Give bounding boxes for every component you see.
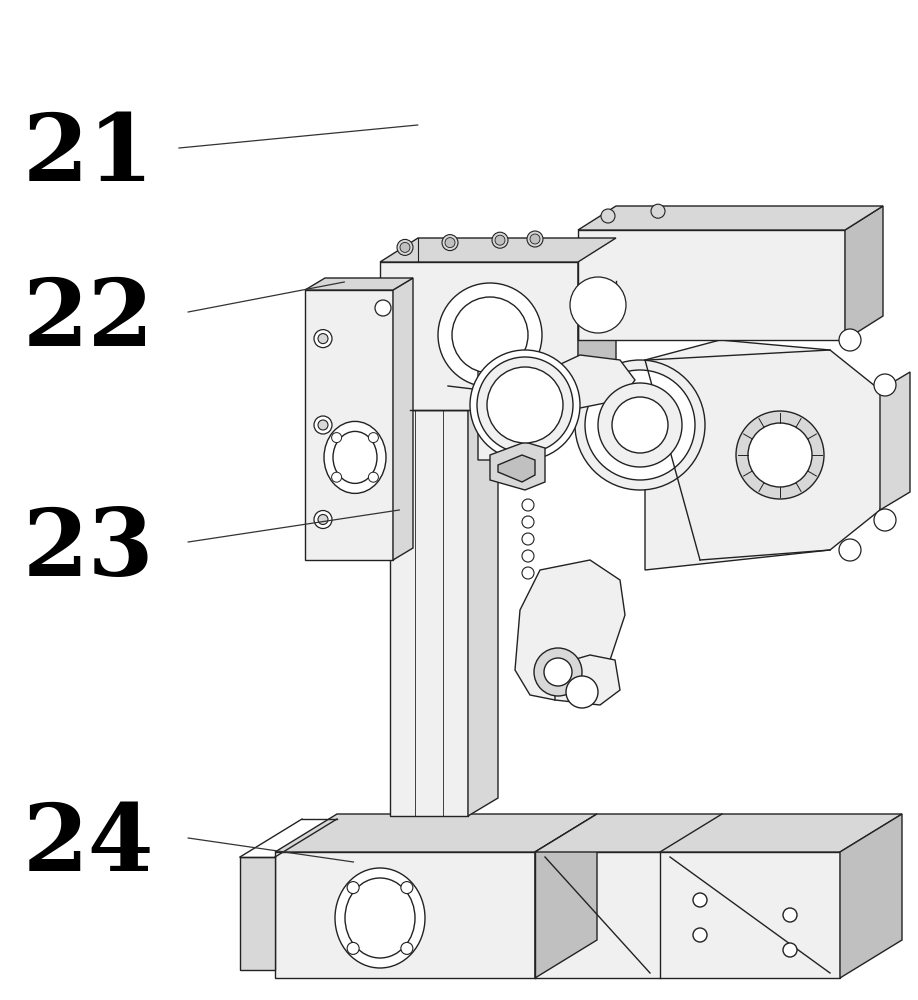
Text: 22: 22: [23, 275, 154, 365]
Polygon shape: [880, 372, 910, 510]
Circle shape: [492, 232, 508, 248]
Circle shape: [495, 235, 505, 245]
Circle shape: [651, 204, 665, 218]
Circle shape: [874, 374, 896, 396]
Polygon shape: [535, 814, 597, 978]
Polygon shape: [535, 852, 840, 978]
Circle shape: [612, 397, 668, 453]
Text: 24: 24: [23, 800, 154, 890]
Circle shape: [318, 334, 328, 344]
Polygon shape: [275, 814, 597, 852]
Polygon shape: [240, 857, 275, 970]
Polygon shape: [393, 278, 413, 560]
Polygon shape: [645, 340, 890, 570]
Circle shape: [527, 231, 543, 247]
Ellipse shape: [345, 878, 415, 958]
Circle shape: [544, 658, 572, 686]
Circle shape: [318, 514, 328, 524]
Circle shape: [331, 433, 341, 443]
Circle shape: [566, 676, 598, 708]
Polygon shape: [490, 442, 545, 490]
Circle shape: [783, 908, 797, 922]
Polygon shape: [578, 230, 845, 340]
Circle shape: [452, 297, 528, 373]
Polygon shape: [380, 238, 616, 262]
Circle shape: [347, 942, 359, 954]
Polygon shape: [390, 410, 468, 816]
Circle shape: [314, 416, 332, 434]
Circle shape: [375, 300, 391, 316]
Circle shape: [585, 370, 695, 480]
Polygon shape: [380, 262, 578, 410]
Polygon shape: [515, 560, 625, 700]
Circle shape: [736, 411, 824, 499]
Circle shape: [397, 239, 413, 255]
Circle shape: [839, 539, 861, 561]
Circle shape: [530, 234, 540, 244]
Circle shape: [314, 330, 332, 348]
Circle shape: [575, 360, 705, 490]
Circle shape: [401, 942, 413, 954]
Circle shape: [438, 283, 542, 387]
Circle shape: [839, 329, 861, 351]
Polygon shape: [468, 392, 498, 816]
Polygon shape: [305, 278, 413, 290]
Circle shape: [598, 383, 682, 467]
Circle shape: [470, 350, 580, 460]
Circle shape: [874, 509, 896, 531]
Ellipse shape: [324, 421, 386, 493]
Polygon shape: [390, 392, 498, 410]
Circle shape: [534, 648, 582, 696]
Ellipse shape: [335, 868, 425, 968]
Circle shape: [693, 893, 707, 907]
Text: 23: 23: [23, 505, 154, 595]
Polygon shape: [548, 355, 635, 408]
Polygon shape: [535, 814, 902, 852]
Polygon shape: [555, 655, 620, 705]
Circle shape: [748, 423, 812, 487]
Circle shape: [318, 420, 328, 430]
Circle shape: [783, 943, 797, 957]
Circle shape: [400, 242, 410, 252]
Polygon shape: [578, 238, 616, 410]
Circle shape: [314, 510, 332, 528]
Circle shape: [601, 209, 615, 223]
Polygon shape: [498, 455, 535, 482]
Circle shape: [477, 357, 573, 453]
Polygon shape: [275, 852, 535, 978]
Ellipse shape: [333, 431, 377, 483]
Circle shape: [368, 433, 378, 443]
Polygon shape: [478, 355, 575, 460]
Circle shape: [401, 882, 413, 894]
Circle shape: [442, 235, 458, 251]
Circle shape: [331, 472, 341, 482]
Text: 21: 21: [23, 110, 154, 200]
Circle shape: [347, 882, 359, 894]
Circle shape: [445, 238, 455, 248]
Circle shape: [693, 928, 707, 942]
Circle shape: [487, 367, 563, 443]
Polygon shape: [845, 206, 883, 340]
Polygon shape: [305, 290, 393, 560]
Circle shape: [368, 472, 378, 482]
Polygon shape: [578, 206, 883, 230]
Circle shape: [570, 277, 626, 333]
Polygon shape: [840, 814, 902, 978]
